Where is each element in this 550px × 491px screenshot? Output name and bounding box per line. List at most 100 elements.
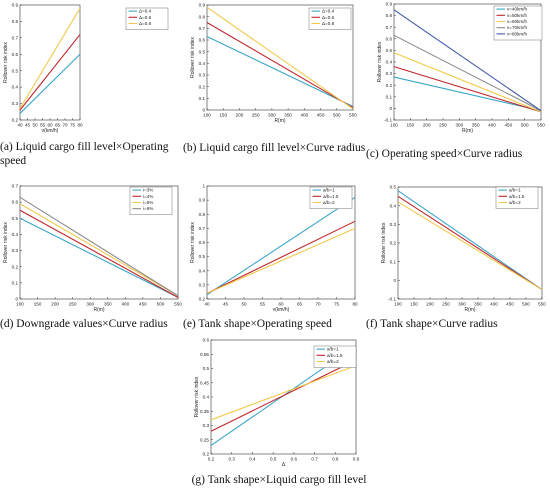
- chart-panel-d: 100 150 200 250 300 350 400 450 500 550 0 0.1 0.2 0.3…: [0, 175, 183, 335]
- y-tick-label: 0.7: [386, 25, 393, 30]
- y-tick-label: 0: [15, 297, 18, 302]
- legend-label: v=40km/h: [507, 7, 527, 12]
- x-tick-label: 250: [442, 302, 450, 307]
- y-tick-label: 0.5: [12, 216, 19, 221]
- series-line-3: [19, 8, 81, 109]
- x-axis-label: R(m): [274, 118, 285, 124]
- legend-label: i=3%: [143, 188, 153, 193]
- x-tick-label: 350: [472, 123, 480, 128]
- chart-e-svg: 40 45 50 55 60 65 70 75 80 0.2 0.3 0.4 0.5 0.6 0.7 0.8 0…: [190, 184, 358, 313]
- chart-panel-c: 100 150 200 250 300 350 400 450 500 550 -0.1 0 0.1 0.…: [366, 0, 550, 166]
- legend-box: [129, 186, 173, 215]
- y-tick-label: 0.9: [12, 3, 19, 8]
- x-tick-label: 150: [219, 113, 227, 118]
- x-tick-label: 60: [47, 123, 53, 128]
- y-tick-label: 0.7: [12, 35, 19, 40]
- y-tick-label: -0.1: [384, 118, 392, 123]
- y-tick-label: 0.2: [390, 241, 397, 246]
- caption-c: (c) Operating speed×Curve radius: [366, 148, 523, 160]
- y-tick-label: 0.4: [203, 395, 210, 400]
- chart-b-svg: 100 150 200 250 300 350 400 450 500 550 0 0.1 0.2 0.3…: [190, 3, 357, 124]
- series-line-2: [206, 220, 356, 294]
- legend-label: Δ=0.6: [139, 15, 152, 20]
- x-tick-label: 0.7: [311, 457, 318, 462]
- x-tick-label: 50: [241, 302, 247, 307]
- x-tick-label: 550: [174, 302, 182, 307]
- y-tick-label: 0.1: [199, 96, 206, 101]
- y-tick-label: 0.5: [12, 68, 19, 73]
- series-line-3: [393, 52, 542, 113]
- y-axis-label: Rollover risk index: [3, 42, 9, 83]
- y-tick-label: 0.9: [386, 2, 393, 7]
- legend-label: i=6%: [143, 206, 153, 211]
- legend-box: [313, 345, 357, 368]
- chart-g-svg: 0.2 0.3 0.4 0.5 0.6 0.7 0.8 0.9 0.2 0.25 0.3 0.35 0.…: [194, 338, 360, 468]
- y-tick-label: 0.8: [386, 13, 393, 18]
- series-line-3: [206, 227, 356, 294]
- y-axis-label: Rollover risk index: [3, 222, 9, 263]
- y-tick-label: 0.8: [199, 14, 206, 19]
- x-tick-label: 500: [521, 123, 529, 128]
- legend-label: Δ=0.4: [322, 9, 335, 14]
- y-tick-label: 0.5: [203, 366, 210, 371]
- y-tick-label: 0.2: [386, 83, 393, 88]
- legend-label: a/b=1.5: [327, 353, 343, 358]
- x-tick-label: 100: [16, 302, 24, 307]
- x-tick-label: 450: [504, 123, 512, 128]
- y-tick-label: 0.1: [386, 94, 393, 99]
- y-tick-label: 0.45: [200, 380, 209, 385]
- y-tick-label: 1: [202, 184, 205, 189]
- legend-label: a/b=1: [327, 347, 339, 352]
- legend-label: a/b=2: [509, 200, 521, 205]
- x-tick-label: 250: [69, 302, 77, 307]
- chart-panel-f: 100 150 200 250 300 350 400 450 500 550 -0.1 0 0.1 0.…: [366, 175, 550, 335]
- legend-label: v=50km/h: [507, 13, 527, 18]
- legend-box: [125, 7, 169, 30]
- x-tick-label: 100: [394, 302, 402, 307]
- series-line-1: [393, 76, 542, 112]
- legend-label: Δ=0.8: [322, 21, 335, 26]
- caption-g: (g) Tank shape×Liquid cargo fill level: [191, 474, 367, 486]
- x-tick-label: 500: [333, 113, 341, 118]
- y-tick-label: 0.8: [199, 212, 206, 217]
- chart-panel-a: 40 45 50 55 60 65 70 75 80 0.2 0.3 0.4 0.5 0.6 0.7 0.8 0…: [0, 0, 183, 167]
- series-line-2: [397, 195, 543, 291]
- y-tick-label: 0.9: [199, 198, 206, 203]
- y-tick-label: 0.2: [12, 264, 19, 269]
- caption-f: (f) Tank shape×Curve radius: [366, 318, 498, 330]
- x-tick-label: 100: [390, 123, 398, 128]
- x-axis-label: v(km/h): [273, 307, 290, 313]
- x-tick-label: 500: [522, 302, 530, 307]
- y-tick-label: 0.6: [199, 240, 206, 245]
- x-axis-label: R(m): [93, 307, 104, 313]
- chart-panel-b: 100 150 200 250 300 350 400 450 500 550 0 0.1 0.2 0.3…: [183, 0, 366, 166]
- x-tick-label: 450: [139, 302, 147, 307]
- legend-label: i=4%: [143, 194, 153, 199]
- y-tick-label: 0.5: [199, 49, 206, 54]
- legend-label: a/b=2: [323, 200, 335, 205]
- x-tick-label: 0.3: [229, 457, 236, 462]
- y-tick-label: 0.6: [199, 38, 206, 43]
- legend-label: a/b=1.5: [509, 194, 525, 199]
- y-tick-label: 0.3: [203, 423, 210, 428]
- x-tick-label: 0.4: [249, 457, 256, 462]
- series-line-1: [206, 196, 356, 296]
- y-tick-label: 0.1: [12, 280, 19, 285]
- x-axis-label: Δ: [282, 462, 286, 468]
- x-tick-label: 150: [406, 123, 414, 128]
- x-tick-label: 0.9: [353, 457, 360, 462]
- series-line-3: [397, 201, 543, 291]
- y-tick-label: 0.4: [199, 61, 206, 66]
- legend-label: Δ=0.8: [139, 21, 152, 26]
- y-tick-label: 0.1: [390, 259, 397, 264]
- series-line-2: [206, 22, 354, 109]
- x-tick-label: 550: [538, 302, 546, 307]
- y-tick-label: 0.4: [12, 232, 19, 237]
- y-tick-label: 0.5: [199, 254, 206, 259]
- x-tick-label: 150: [34, 302, 42, 307]
- x-tick-label: 450: [506, 302, 514, 307]
- y-tick-label: 0.9: [199, 3, 206, 8]
- x-tick-label: 40: [204, 302, 210, 307]
- x-tick-label: 200: [236, 113, 244, 118]
- series-line-1: [206, 36, 354, 107]
